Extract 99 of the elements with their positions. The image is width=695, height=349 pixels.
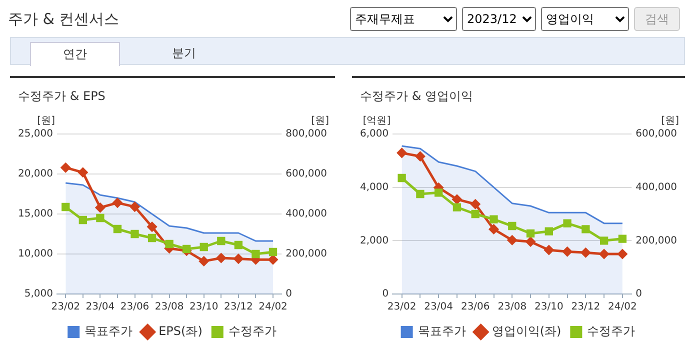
point [78,216,87,224]
point [199,256,209,266]
x-tick-label: 24/02 [258,302,288,313]
x-tick-label: 23/06 [460,302,490,313]
legend-label: 수정주가 [228,324,276,338]
point [78,168,88,178]
point [599,249,609,259]
point [147,222,157,232]
point [452,203,462,212]
y2-tick-label: 400,000 [286,208,328,220]
text: 영업이익 [541,7,629,31]
legend-label: EPS(좌) [158,324,202,338]
y2-axis-title: [원] [661,116,680,127]
y-axis-title: [원] [37,116,56,127]
point [526,236,536,246]
point [216,253,226,263]
x-tick-label: 23/02 [387,302,416,313]
point [526,229,535,238]
point [563,219,572,228]
legend-label: 목표주가 [418,324,466,338]
point [95,202,105,212]
point [113,224,122,234]
chart-title: 수정주가 & 영업이익 [360,88,473,105]
point [268,254,278,264]
y-tick-label: 4,000 [360,182,389,193]
x-tick-label: 23/10 [534,302,564,313]
point [618,234,627,243]
y2-tick-label: 600,000 [286,168,328,180]
y2-tick-label: 600,000 [636,128,678,140]
y-tick-label: 5,000 [24,288,53,300]
y-tick-label: 15,000 [18,208,53,220]
point [217,236,226,246]
y-tick-label: 10,000 [18,248,53,260]
point [508,222,516,230]
point [60,162,70,172]
point [165,240,174,248]
point [182,244,191,254]
text: 연간 [30,42,120,66]
y-tick-label: 2,000 [360,235,389,246]
y2-tick-label: 400,000 [636,182,678,193]
x-tick-label: 23/08 [154,302,184,313]
point [600,236,608,245]
legend-label: 목표주가 [84,324,133,338]
y2-tick-label: 0 [636,288,642,300]
point [582,225,590,234]
point [580,248,590,258]
y2-tick-label: 800,000 [286,128,328,140]
point [96,214,104,222]
text: 분기 [171,45,197,62]
point [490,215,498,224]
y2-tick-label: 200,000 [636,235,678,246]
point [234,240,243,250]
x-tick-label: 23/06 [120,302,150,313]
text: 검색 [634,7,680,31]
y-tick-label: 6,000 [360,128,389,140]
x-tick-label: 23/10 [189,302,218,313]
x-tick-label: 23/08 [498,302,527,313]
legend-label: 영업이익(좌) [492,324,562,338]
point [470,199,480,209]
point [471,210,480,218]
point [415,152,425,162]
point [148,234,156,242]
point [130,202,140,212]
text: 2023/12 [462,7,536,31]
y-axis-title: [억원] [362,116,391,127]
point [268,248,278,256]
point [507,235,517,245]
point [416,190,424,198]
point [62,202,70,212]
point [398,174,406,182]
x-tick-label: 24/02 [608,302,637,313]
x-tick-label: 23/12 [571,302,600,313]
x-tick-label: 23/04 [86,302,115,313]
point [397,148,407,158]
point [112,198,122,208]
point [130,230,139,238]
point [452,194,462,204]
text: 주재무제표 [350,7,457,31]
point [434,188,443,197]
y-tick-label: 20,000 [18,168,53,180]
x-tick-label: 23/12 [224,302,253,313]
y-tick-label: 0 [382,288,389,300]
point [544,245,554,255]
legend-label: 수정주가 [587,324,636,338]
text: 주가 & 컨센서스 [8,10,120,29]
x-tick-label: 23/02 [51,302,80,313]
y2-axis-title: [원] [311,116,330,127]
point [200,242,208,252]
point [252,250,260,258]
chart-title: 수정주가 & EPS [18,88,106,105]
y2-tick-label: 0 [286,288,292,300]
y2-tick-label: 200,000 [286,248,328,260]
point [234,254,244,264]
point [562,246,572,256]
x-tick-label: 23/04 [424,302,454,313]
y-tick-label: 25,000 [18,128,53,140]
point [489,224,498,234]
point [544,227,553,236]
point [618,249,628,259]
